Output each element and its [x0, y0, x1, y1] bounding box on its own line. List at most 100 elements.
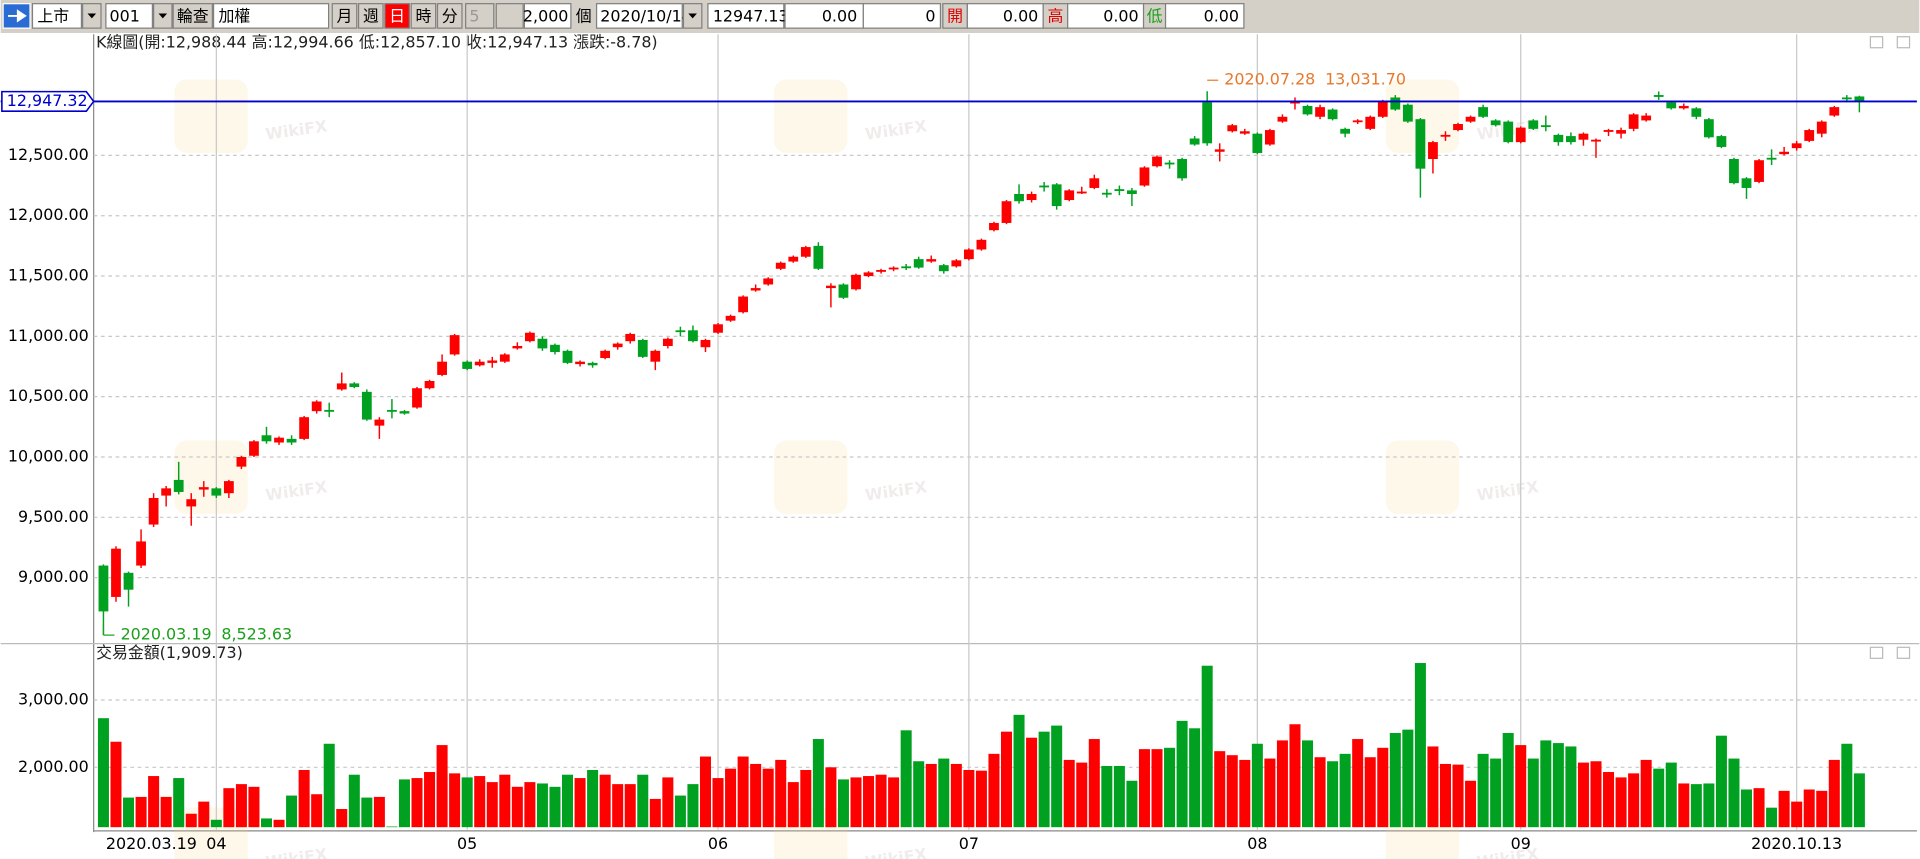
candle-body [324, 409, 335, 412]
candle-body [449, 335, 460, 355]
volume-bar [1439, 763, 1451, 828]
x-tick-label: 2020.10.13 [1751, 834, 1842, 853]
field[interactable] [172, 3, 213, 29]
index-name: 加權 [218, 7, 250, 26]
period-button: 月 [337, 7, 353, 26]
field[interactable] [105, 3, 154, 29]
candle-body [474, 361, 485, 366]
panel-button[interactable] [1869, 36, 1884, 49]
high-label: 高 [1047, 7, 1063, 26]
volume-bar [1264, 758, 1276, 828]
volume-bar [674, 795, 686, 828]
candle-body [462, 361, 473, 369]
candle-body [499, 354, 510, 362]
volume-bar [1000, 731, 1013, 828]
query-button: 輪查 [177, 7, 209, 26]
field[interactable] [331, 3, 358, 29]
candle-body [788, 256, 799, 262]
candle-body [1766, 157, 1777, 160]
volume-bar [1276, 740, 1288, 828]
low-label: 低 [1147, 7, 1163, 26]
change-field: 0.00 [822, 7, 857, 26]
x-tick-label: 07 [959, 834, 979, 853]
volume-bar [373, 796, 385, 828]
volume-bar [1615, 777, 1627, 828]
dropdown-arrow [158, 13, 168, 19]
volume-bar [1101, 765, 1113, 828]
annotation-date: 2020.03.19 [121, 625, 212, 644]
volume-bar [185, 813, 197, 828]
candle-body [1252, 133, 1263, 153]
volume-bar [1540, 740, 1552, 828]
volume-bar [436, 745, 448, 828]
volume-bar [800, 769, 812, 828]
candle-body [1754, 160, 1764, 182]
field[interactable] [357, 3, 384, 29]
candle-body [1365, 116, 1376, 129]
field [465, 3, 495, 29]
candle-body [813, 245, 824, 269]
volume-bar [1427, 746, 1439, 828]
volume-bar [1076, 762, 1088, 828]
volume-bar [536, 783, 548, 828]
candle-body [1026, 193, 1037, 201]
volume-bar [1063, 759, 1075, 828]
arrow-icon [8, 9, 27, 23]
candle-body [1039, 185, 1050, 188]
candle-body [1678, 105, 1689, 109]
field[interactable] [410, 3, 437, 29]
watermark-logo [174, 79, 248, 153]
candle-body [1729, 159, 1739, 184]
candle-body [963, 249, 974, 260]
panel-button[interactable] [1896, 646, 1911, 659]
open-field: 0.00 [1003, 7, 1038, 26]
panel-button[interactable] [1896, 36, 1911, 49]
candle-body [286, 438, 297, 443]
volume-bar [248, 786, 260, 828]
candle-body [1127, 190, 1137, 194]
field[interactable] [31, 3, 83, 29]
candle-body [1741, 178, 1752, 188]
candle-body [650, 350, 661, 362]
candle-body [1465, 116, 1476, 122]
volume-bar [574, 778, 586, 828]
watermark-logo [174, 440, 248, 514]
volume-bar [323, 743, 335, 828]
volume-bar [1151, 749, 1163, 828]
volume-bar [123, 797, 135, 828]
volume-bar [1527, 758, 1539, 828]
open-label: 開 [947, 7, 963, 26]
high-field: 0.00 [1103, 7, 1138, 26]
annotation-value: 8,523.63 [221, 625, 292, 644]
field[interactable] [495, 3, 524, 29]
volume-bar [1138, 749, 1150, 828]
field[interactable] [595, 3, 683, 29]
period-button: 週 [363, 7, 379, 26]
volume-bar [1477, 753, 1489, 828]
candle-body [1302, 105, 1313, 115]
candle-body [1854, 96, 1865, 102]
volume-bar [950, 763, 962, 828]
volume-bar [662, 777, 674, 828]
volume-bar [1176, 720, 1188, 828]
candle-body [1691, 108, 1702, 117]
volume-bar [1853, 773, 1865, 828]
market-select: 上市 [37, 7, 69, 26]
low-field: 0.00 [1204, 7, 1239, 26]
volume-bar [750, 763, 762, 828]
candle-body [148, 498, 159, 525]
field[interactable] [436, 3, 463, 29]
field[interactable] [384, 3, 410, 29]
candle-body [1164, 162, 1175, 165]
y-tick-label: 10,000.00 [8, 446, 89, 465]
candle-body [688, 330, 698, 342]
candle-body [537, 338, 548, 349]
field [1067, 3, 1145, 29]
candle-body [951, 260, 962, 267]
candle-body [1515, 127, 1526, 143]
candle-body [361, 391, 372, 420]
period-button: 時 [415, 7, 431, 26]
volume-bar [398, 779, 410, 828]
panel-button[interactable] [1869, 646, 1884, 659]
candle-body [1490, 120, 1501, 126]
